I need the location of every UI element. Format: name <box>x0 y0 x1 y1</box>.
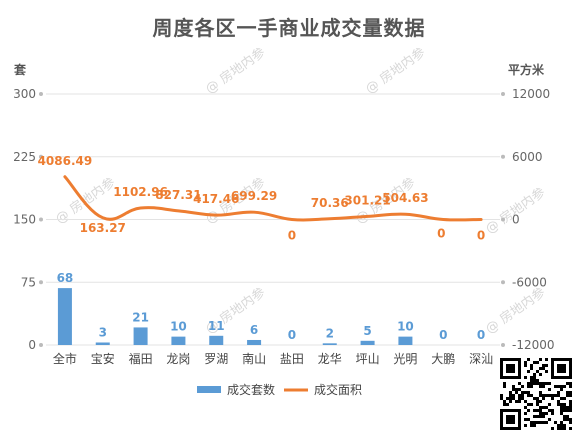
bar <box>171 336 186 345</box>
tick-dot <box>39 217 43 222</box>
y-left-tick-label: 300 <box>13 87 36 101</box>
tick-dot <box>39 92 43 96</box>
bar <box>360 340 375 345</box>
y-right-axis-unit: 平方米 <box>508 62 545 77</box>
y-left-tick-label: 75 <box>21 275 36 289</box>
y-right-tick-label: -12000 <box>512 338 555 352</box>
y-left-tick-label: 150 <box>13 213 36 227</box>
line-data-label: 163.27 <box>80 221 126 235</box>
y-right-tick-label: 12000 <box>512 87 550 101</box>
line-data-label: 0 <box>288 229 296 243</box>
bar-data-label: 21 <box>132 310 149 324</box>
tick-dot <box>39 343 43 347</box>
tick-dot <box>501 154 505 159</box>
bar-data-label: 6 <box>250 323 258 337</box>
chart-title: 周度各区一手商业成交量数据 <box>152 16 426 40</box>
bar <box>209 335 224 345</box>
x-tick-label: 罗湖 <box>204 351 228 366</box>
bar-data-label: 68 <box>57 271 74 285</box>
x-tick-label: 南山 <box>242 351 266 366</box>
bar-data-label: 0 <box>439 328 447 342</box>
y-left-tick-label: 0 <box>28 338 36 352</box>
bar <box>57 288 72 345</box>
legend-label: 成交套数 <box>227 382 275 397</box>
qr-code-icon <box>500 358 572 430</box>
x-tick-label: 坪山 <box>356 352 380 366</box>
tick-dot <box>39 280 43 285</box>
tick-dot <box>39 154 43 159</box>
bar-data-label: 10 <box>397 320 414 334</box>
x-tick-label: 龙岗 <box>166 352 190 366</box>
bar <box>398 336 413 345</box>
line-data-label: 417.46 <box>193 192 239 206</box>
tick-dot <box>501 92 505 96</box>
y-left-tick-label: 225 <box>13 150 36 164</box>
bar-data-label: 5 <box>363 324 371 338</box>
x-tick-label: 大鹏 <box>431 352 455 366</box>
bar-data-label: 0 <box>288 328 296 342</box>
y-right-tick-label: -6000 <box>512 275 547 289</box>
line-data-label: 699.29 <box>231 189 277 203</box>
x-tick-label: 宝安 <box>91 351 115 366</box>
bar-data-label: 11 <box>208 319 225 333</box>
line-data-label: 1102.96 <box>113 185 168 199</box>
x-tick-label: 福田 <box>129 351 153 366</box>
series-line-area <box>63 175 483 222</box>
x-tick-label: 龙华 <box>318 352 342 366</box>
line-data-label: 0 <box>477 229 485 243</box>
line-data-label: 4086.49 <box>38 154 93 168</box>
bar-data-label: 2 <box>326 326 334 340</box>
y-right-tick-label: 6000 <box>512 150 543 164</box>
bar-data-label: 0 <box>477 328 485 342</box>
bar-data-label: 3 <box>99 325 107 339</box>
line-data-label: 827.31 <box>155 188 201 202</box>
bar <box>133 327 148 345</box>
bar <box>95 342 110 345</box>
line-data-label: 301.21 <box>344 193 390 207</box>
bar-data-label: 10 <box>170 320 187 334</box>
tick-dot <box>501 343 505 347</box>
x-tick-label: 深汕 <box>469 352 493 366</box>
bar <box>322 343 337 345</box>
line-data-label: 504.63 <box>382 191 428 205</box>
y-left-axis-unit: 套 <box>13 62 27 77</box>
legend-label: 成交面积 <box>314 382 362 397</box>
legend-swatch-bar <box>197 386 221 393</box>
y-right-tick-label: 0 <box>512 213 520 227</box>
line-data-label: 70.36 <box>311 196 349 210</box>
tick-dot <box>501 217 505 222</box>
x-tick-label: 盐田 <box>280 352 304 366</box>
x-tick-label: 光明 <box>393 352 417 366</box>
line-data-label: 0 <box>437 227 445 241</box>
tick-dot <box>501 280 505 285</box>
x-tick-label: 全市 <box>53 351 77 366</box>
bar <box>247 339 262 345</box>
